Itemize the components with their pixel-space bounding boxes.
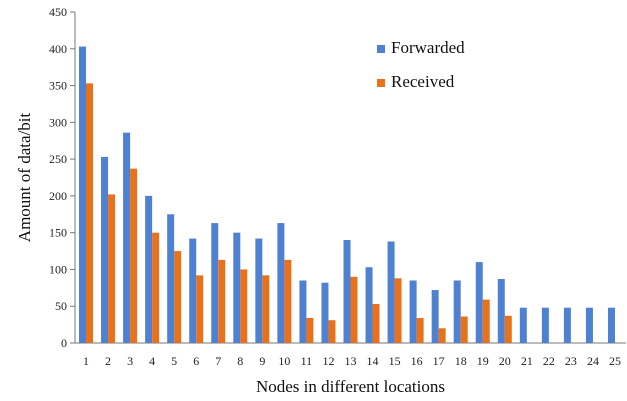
bar-received-20 bbox=[504, 315, 512, 343]
x-tick-label: 7 bbox=[215, 354, 221, 368]
bar-received-7 bbox=[218, 259, 226, 343]
bar-forwarded-14 bbox=[365, 267, 373, 343]
bar-forwarded-18 bbox=[453, 280, 461, 343]
bar-forwarded-15 bbox=[387, 241, 395, 343]
x-tick-labels: 1 2 3 4 5 6 7 8 9 10 11 12 13 14 15 16 17 18 19 20 21 22 23 24 2… bbox=[83, 354, 621, 368]
y-tick-label: 150 bbox=[49, 226, 67, 240]
y-tick-label: 350 bbox=[49, 79, 67, 93]
bar-forwarded-1 bbox=[79, 46, 87, 344]
x-tick-label: 5 bbox=[171, 354, 177, 368]
bar-received-11 bbox=[306, 317, 314, 343]
x-tick-label: 19 bbox=[477, 354, 489, 368]
y-tick-label: 450 bbox=[49, 5, 67, 19]
bar-received-5 bbox=[174, 251, 182, 343]
x-tick-label: 18 bbox=[455, 354, 467, 368]
x-tick-label: 24 bbox=[587, 354, 599, 368]
x-tick-label: 1 bbox=[83, 354, 89, 368]
x-tick-label: 9 bbox=[259, 354, 265, 368]
y-tick-labels: 0 50 100 150 200 250 300 350 400 450 bbox=[49, 5, 75, 350]
bar-received-18 bbox=[460, 316, 468, 343]
bar-forwarded-24 bbox=[585, 307, 593, 343]
legend-swatch-forwarded bbox=[377, 45, 385, 53]
x-tick-label: 21 bbox=[521, 354, 533, 368]
bar-forwarded-21 bbox=[519, 307, 527, 343]
bar-received-10 bbox=[284, 259, 292, 343]
bar-received-13 bbox=[350, 276, 358, 343]
bar-forwarded-23 bbox=[563, 307, 571, 343]
legend-label-forwarded: Forwarded bbox=[391, 38, 465, 57]
bar-forwarded-11 bbox=[299, 280, 307, 343]
bar-received-19 bbox=[482, 299, 490, 343]
y-tick-label: 250 bbox=[49, 152, 67, 166]
bar-received-17 bbox=[438, 328, 446, 343]
x-tick-label: 2 bbox=[105, 354, 111, 368]
y-tick-label: 300 bbox=[49, 115, 67, 129]
x-tick-label: 14 bbox=[367, 354, 379, 368]
y-axis-title: Amount of data/bit bbox=[15, 113, 34, 243]
bar-forwarded-17 bbox=[431, 290, 439, 343]
bar-forwarded-12 bbox=[321, 282, 329, 343]
bar-received-8 bbox=[240, 269, 248, 343]
bar-received-3 bbox=[130, 168, 138, 343]
bar-forwarded-16 bbox=[409, 280, 417, 343]
bar-received-1 bbox=[86, 83, 94, 344]
bar-forwarded-5 bbox=[167, 214, 175, 343]
x-tick-label: 3 bbox=[127, 354, 133, 368]
x-axis-title: Nodes in different locations bbox=[256, 377, 445, 396]
x-tick-label: 22 bbox=[543, 354, 555, 368]
y-tick-label: 200 bbox=[49, 189, 67, 203]
bar-received-2 bbox=[108, 194, 116, 343]
legend-label-received: Received bbox=[391, 72, 455, 91]
bar-forwarded-8 bbox=[233, 232, 241, 343]
bar-forwarded-20 bbox=[497, 279, 505, 343]
x-tick-label: 15 bbox=[389, 354, 401, 368]
bar-received-15 bbox=[394, 278, 402, 343]
bar-received-12 bbox=[328, 320, 336, 343]
x-tick-label: 12 bbox=[322, 354, 334, 368]
bar-received-9 bbox=[262, 275, 270, 343]
x-tick-label: 6 bbox=[193, 354, 199, 368]
y-tick-label: 100 bbox=[49, 262, 67, 276]
x-tick-label: 8 bbox=[237, 354, 243, 368]
legend: Forwarded Received bbox=[377, 38, 465, 91]
bar-forwarded-9 bbox=[255, 238, 263, 343]
bars bbox=[79, 46, 615, 344]
x-tick-label: 25 bbox=[609, 354, 621, 368]
x-tick-label: 23 bbox=[565, 354, 577, 368]
x-tick-label: 16 bbox=[411, 354, 423, 368]
bar-forwarded-22 bbox=[541, 307, 549, 343]
bar-forwarded-7 bbox=[211, 223, 219, 343]
bar-forwarded-2 bbox=[101, 156, 109, 343]
bar-received-6 bbox=[196, 275, 204, 343]
bar-received-16 bbox=[416, 317, 424, 343]
x-tick-label: 10 bbox=[278, 354, 290, 368]
bar-forwarded-10 bbox=[277, 223, 285, 343]
x-tick-label: 20 bbox=[499, 354, 511, 368]
bar-forwarded-13 bbox=[343, 240, 351, 343]
x-tick-label: 13 bbox=[345, 354, 357, 368]
bar-forwarded-3 bbox=[123, 132, 131, 343]
bar-received-4 bbox=[152, 232, 160, 343]
bar-forwarded-19 bbox=[475, 262, 483, 343]
x-tick-label: 11 bbox=[301, 354, 313, 368]
x-tick-label: 17 bbox=[433, 354, 445, 368]
legend-swatch-received bbox=[377, 79, 385, 87]
x-tick-label: 4 bbox=[149, 354, 155, 368]
bar-forwarded-6 bbox=[189, 238, 197, 343]
y-tick-label: 400 bbox=[49, 42, 67, 56]
y-tick-label: 50 bbox=[55, 299, 67, 313]
bar-forwarded-25 bbox=[607, 307, 615, 343]
y-tick-label: 0 bbox=[61, 336, 67, 350]
bar-received-14 bbox=[372, 304, 380, 343]
bar-forwarded-4 bbox=[145, 195, 153, 343]
